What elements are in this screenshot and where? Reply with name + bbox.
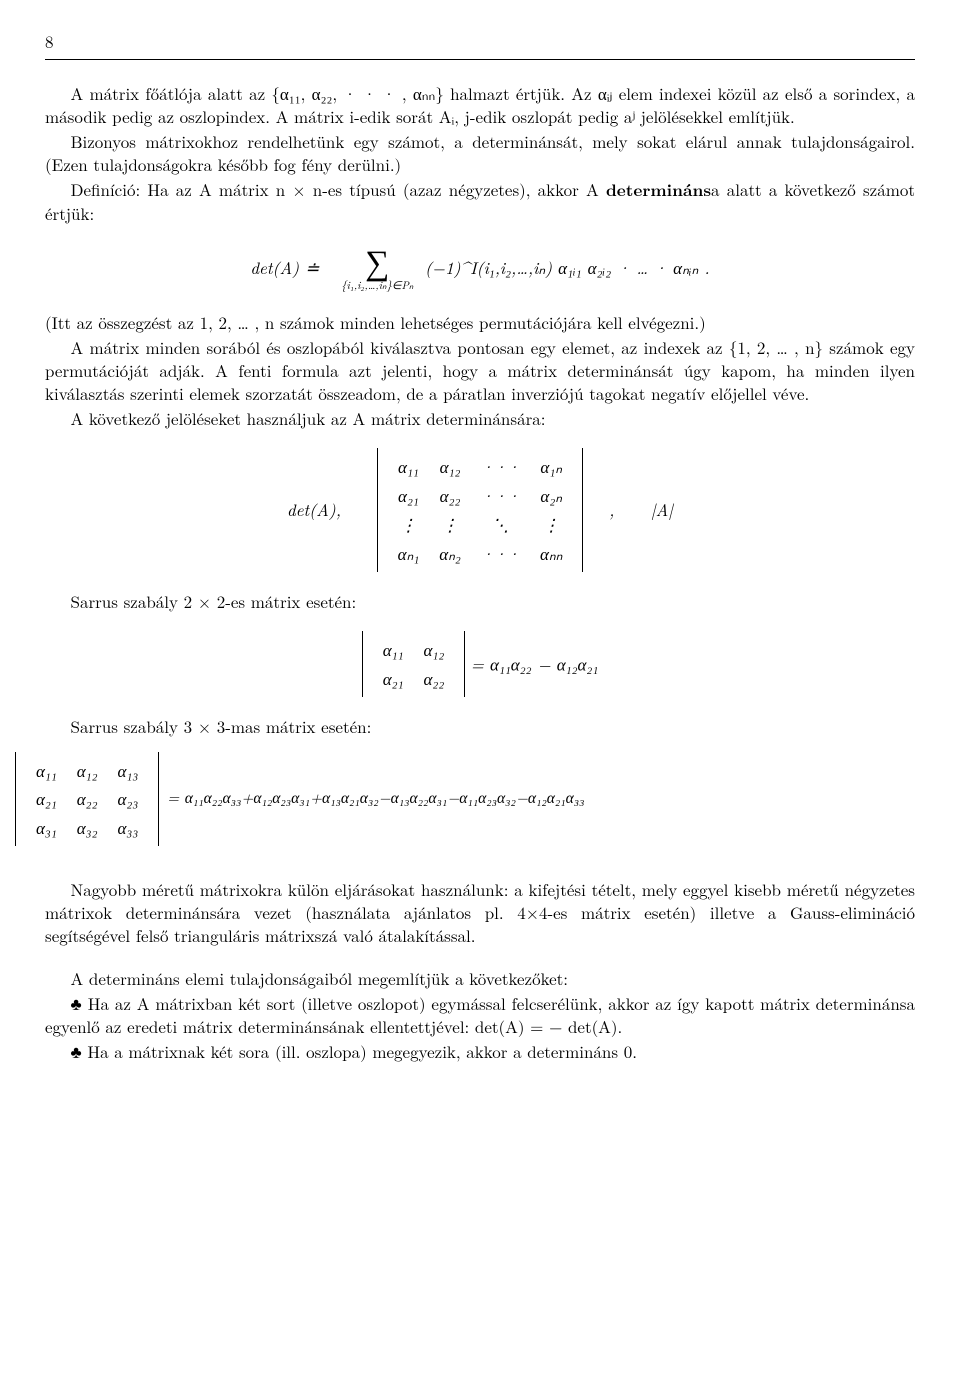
matrix-cell: α₁₃	[108, 756, 149, 785]
sarrus-3-rhs: = α₁₁α₂₂α₃₃+α₁₂α₂₃α₃₁+α₁₃α₂₁α₃₂−α₁₃α₂₂α₃…	[167, 788, 584, 809]
table-row: α₁₁α₁₂	[373, 635, 455, 664]
matrix-cell: ···	[471, 452, 530, 481]
matrix-cell: α₁ₙ	[530, 452, 572, 481]
matrix-cell: α₃₂	[67, 813, 108, 842]
matrix-cell: ⋮	[530, 510, 572, 539]
matrix-cell: α₃₃	[108, 813, 149, 842]
matrix-cell: α₁₁	[388, 452, 430, 481]
table-row: α₃₁α₃₂α₃₃	[26, 813, 148, 842]
matrix-cell: α₂₃	[108, 784, 149, 813]
matrix-cell: α₁₁	[26, 756, 67, 785]
para3-bold: determináns	[606, 178, 711, 202]
table-row: α₁₁α₁₂α₁₃	[26, 756, 148, 785]
matrix-cell: α₁₁	[373, 635, 414, 664]
matrix-cell: α₂₂	[67, 784, 108, 813]
sarrus-2-formula: α₁₁α₁₂ α₂₁α₂₂ = α₁₁α₂₂ − α₁₂α₂₁	[45, 631, 915, 697]
sum-subscript: {i₁,i₂,…,iₙ}∈Pₙ	[341, 279, 413, 294]
table-row: α₂₁α₂₂···α₂ₙ	[388, 481, 573, 510]
matrix-33: α₁₁α₁₂α₁₃ α₂₁α₂₂α₂₃ α₃₁α₃₂α₃₃	[15, 752, 159, 847]
det-label: det(A),	[287, 498, 341, 521]
matrix-nn-table: α₁₁α₁₂···α₁ₙ α₂₁α₂₂···α₂ₙ ⋮⋮⋱⋮ αₙ₁αₙ₂···…	[388, 452, 573, 568]
paragraph-2: Bizonyos mátrixokhoz rendelhetünk egy sz…	[45, 130, 915, 176]
paragraph-3: Definíció: Ha az A mátrix n × n-es típus…	[45, 178, 915, 225]
table-row: αₙ₁αₙ₂···αₙₙ	[388, 539, 573, 568]
summation-symbol: ∑ {i₁,i₂,…,iₙ}∈Pₙ	[341, 243, 413, 294]
matrix-cell: α₂₂	[429, 481, 471, 510]
sarrus-2-rhs: = α₁₁α₂₂ − α₁₂α₂₁	[471, 651, 598, 675]
paragraph-1: A mátrix főátlója alatt az {α₁₁, α₂₂, · …	[45, 82, 915, 128]
matrix-cell: ⋮	[429, 510, 471, 539]
matrix-cell: α₁₂	[67, 756, 108, 785]
sarrus-2-label: Sarrus szabály 2 × 2-es mátrix esetén:	[45, 590, 915, 613]
matrix-cell: α₂₂	[414, 664, 455, 693]
matrix-cell: ···	[471, 481, 530, 510]
matrix-cell: α₃₁	[26, 813, 67, 842]
spacer	[45, 949, 915, 967]
matrix-cell: α₁₂	[429, 452, 471, 481]
table-row: α₂₁α₂₂	[373, 664, 455, 693]
matrix-cell: αₙ₁	[388, 539, 430, 568]
matrix-cell: α₂₁	[373, 664, 414, 693]
sarrus-3-label: Sarrus szabály 3 × 3-mas mátrix esetén:	[45, 715, 915, 738]
matrix-cell: αₙ₂	[429, 539, 471, 568]
matrix-cell: αₙₙ	[530, 539, 572, 568]
det-definition-formula: det(A) ≐ ∑ {i₁,i₂,…,iₙ}∈Pₙ (−1)^I(i₁,i₂,…	[45, 243, 915, 294]
matrix-cell: α₁₂	[414, 635, 455, 664]
det-lhs: det(A) ≐	[250, 256, 319, 279]
matrix-cell: α₂ₙ	[530, 481, 572, 510]
page-number: 8	[45, 30, 915, 53]
paragraph-5: A mátrix minden sorából és oszlopából ki…	[45, 336, 915, 405]
matrix-33-table: α₁₁α₁₂α₁₃ α₂₁α₂₂α₂₃ α₃₁α₃₂α₃₃	[26, 756, 148, 843]
club-item-2: ♣ Ha a mátrixnak két sora (ill. oszlopa)…	[45, 1040, 915, 1063]
matrix-cell: ···	[471, 539, 530, 568]
paragraph-7: Nagyobb méretű mátrixokra külön eljáráso…	[45, 878, 915, 947]
table-row: α₁₁α₁₂···α₁ₙ	[388, 452, 573, 481]
paragraph-4: (Itt az összegzést az 1, 2, … , n számok…	[45, 311, 915, 334]
matrix-22-table: α₁₁α₁₂ α₂₁α₂₂	[373, 635, 455, 693]
sum-rhs: (−1)^I(i₁,i₂,…,iₙ) α₁ᵢ₁ α₂ᵢ₂ · … · αₙᵢₙ …	[425, 256, 710, 279]
table-row: α₂₁α₂₂α₂₃	[26, 784, 148, 813]
top-rule	[45, 59, 915, 60]
sarrus-3-formula: α₁₁α₁₂α₁₃ α₂₁α₂₂α₂₃ α₃₁α₃₂α₃₃ = α₁₁α₂₂α₃…	[45, 752, 915, 847]
spacer	[45, 860, 915, 878]
matrix-cell: α₂₁	[26, 784, 67, 813]
para3-pre: Definíció: Ha az A mátrix n × n-es típus…	[71, 177, 606, 201]
sigma-icon: ∑	[365, 236, 389, 284]
matrix-cell: α₂₁	[388, 481, 430, 510]
matrix-cell: ⋮	[388, 510, 430, 539]
table-row: ⋮⋮⋱⋮	[388, 510, 573, 539]
matrix-nn: α₁₁α₁₂···α₁ₙ α₂₁α₂₂···α₂ₙ ⋮⋮⋱⋮ αₙ₁αₙ₂···…	[377, 448, 584, 572]
abs-A: , |A|	[609, 498, 673, 521]
club-item-1: ♣ Ha az A mátrixban két sort (illetve os…	[45, 992, 915, 1038]
paragraph-6: A következő jelöléseket használjuk az A …	[45, 407, 915, 430]
matrix-22: α₁₁α₁₂ α₂₁α₂₂	[362, 631, 466, 697]
det-notation-block: det(A), α₁₁α₁₂···α₁ₙ α₂₁α₂₂···α₂ₙ ⋮⋮⋱⋮ α…	[45, 448, 915, 572]
paragraph-8: A determináns elemi tulajdonságaiból meg…	[45, 967, 915, 990]
matrix-cell: ⋱	[471, 510, 530, 539]
